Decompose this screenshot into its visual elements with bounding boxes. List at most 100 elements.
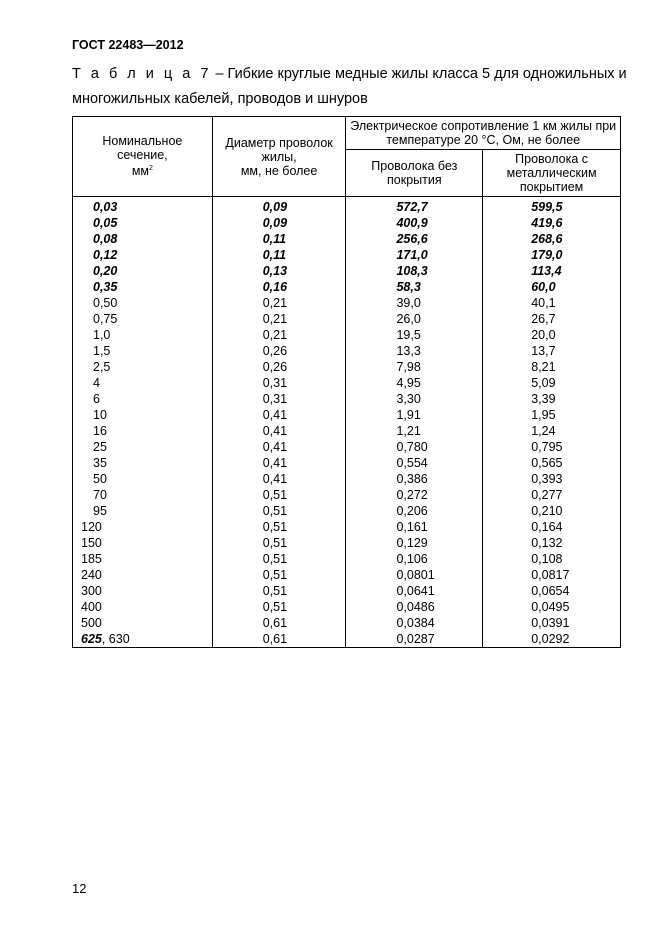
cell-resistance-coated: 0,393 xyxy=(482,471,621,487)
cell-diameter: 0,51 xyxy=(211,519,347,535)
cell-resistance-plain: 0,129 xyxy=(345,535,484,551)
cell-resistance-plain: 256,6 xyxy=(345,231,484,247)
cell-resistance-plain: 400,9 xyxy=(345,215,484,231)
standard-number: ГОСТ 22483—2012 xyxy=(72,38,184,52)
cell-section: 185 xyxy=(72,551,213,567)
cell-section: 35 xyxy=(72,455,213,471)
table-caption: Т а б л и ц а 7 – Гибкие круглые медные … xyxy=(72,62,632,112)
cell-diameter: 0,26 xyxy=(211,359,347,375)
cell-section: 300 xyxy=(72,583,213,599)
table-row: 240 0,51 0,0801 0,0817 xyxy=(72,567,621,583)
cell-resistance-coated: 26,7 xyxy=(482,311,621,327)
cell-resistance-plain: 26,0 xyxy=(345,311,484,327)
cell-resistance-coated: 0,164 xyxy=(482,519,621,535)
cell-resistance-coated: 113,4 xyxy=(482,263,621,279)
cell-section: 70 xyxy=(72,487,213,503)
cell-section: 150 xyxy=(72,535,213,551)
cell-resistance-coated: 0,210 xyxy=(482,503,621,519)
table-row: 4 0,31 4,95 5,09 xyxy=(72,375,621,391)
cell-section: 0,75 xyxy=(72,311,213,327)
header-resistance-group: Электрическое сопротивление 1 км жилы пр… xyxy=(345,116,621,150)
cell-resistance-coated: 20,0 xyxy=(482,327,621,343)
table-title: – Гибкие круглые медные жилы класса 5 дл… xyxy=(72,66,627,107)
cell-resistance-plain: 0,0641 xyxy=(345,583,484,599)
cell-section: 0,03 xyxy=(72,196,213,215)
cell-section: 400 xyxy=(72,599,213,615)
cell-resistance-coated: 268,6 xyxy=(482,231,621,247)
cell-resistance-plain: 13,3 xyxy=(345,343,484,359)
cell-diameter: 0,41 xyxy=(211,455,347,471)
cell-resistance-plain: 19,5 xyxy=(345,327,484,343)
table-row: 0,50 0,21 39,0 40,1 xyxy=(72,295,621,311)
cell-section: 4 xyxy=(72,375,213,391)
cell-resistance-coated: 599,5 xyxy=(482,196,621,215)
cell-resistance-plain: 0,0801 xyxy=(345,567,484,583)
table-row: 50 0,41 0,386 0,393 xyxy=(72,471,621,487)
cell-resistance-plain: 1,91 xyxy=(345,407,484,423)
cell-resistance-plain: 0,272 xyxy=(345,487,484,503)
cell-resistance-coated: 60,0 xyxy=(482,279,621,295)
table-row: 25 0,41 0,780 0,795 xyxy=(72,439,621,455)
table-row: 400 0,51 0,0486 0,0495 xyxy=(72,599,621,615)
cell-diameter: 0,31 xyxy=(211,375,347,391)
cell-resistance-plain: 0,780 xyxy=(345,439,484,455)
header-plain-wire: Проволока без покрытия xyxy=(345,149,484,197)
cell-section: 625, 630 xyxy=(72,631,213,648)
cell-section: 25 xyxy=(72,439,213,455)
cell-resistance-coated: 0,0391 xyxy=(482,615,621,631)
table-row: 0,12 0,11 171,0 179,0 xyxy=(72,247,621,263)
cell-resistance-coated: 0,0292 xyxy=(482,631,621,648)
table-label: Т а б л и ц а 7 xyxy=(72,66,212,82)
cell-section: 1,0 xyxy=(72,327,213,343)
cell-diameter: 0,41 xyxy=(211,439,347,455)
cell-resistance-plain: 39,0 xyxy=(345,295,484,311)
cell-diameter: 0,51 xyxy=(211,583,347,599)
cell-diameter: 0,21 xyxy=(211,295,347,311)
table-row: 1,5 0,26 13,3 13,7 xyxy=(72,343,621,359)
cell-diameter: 0,41 xyxy=(211,423,347,439)
cell-resistance-plain: 0,386 xyxy=(345,471,484,487)
cell-resistance-coated: 0,0817 xyxy=(482,567,621,583)
table-row: 300 0,51 0,0641 0,0654 xyxy=(72,583,621,599)
cell-section: 16 xyxy=(72,423,213,439)
cell-diameter: 0,61 xyxy=(211,615,347,631)
cable-table: Номинальное сечение, мм2 Диаметр проволок… xyxy=(72,116,621,648)
header-wire-diameter: Диаметр проволок жилы, мм, не более xyxy=(211,116,347,197)
cell-diameter: 0,09 xyxy=(211,196,347,215)
cell-diameter: 0,31 xyxy=(211,391,347,407)
cell-resistance-plain: 0,0384 xyxy=(345,615,484,631)
cell-section: 120 xyxy=(72,519,213,535)
cell-resistance-coated: 0,108 xyxy=(482,551,621,567)
cell-resistance-coated: 0,0654 xyxy=(482,583,621,599)
cell-diameter: 0,51 xyxy=(211,503,347,519)
cell-resistance-plain: 0,106 xyxy=(345,551,484,567)
cell-resistance-plain: 0,554 xyxy=(345,455,484,471)
cell-resistance-coated: 0,277 xyxy=(482,487,621,503)
cell-diameter: 0,16 xyxy=(211,279,347,295)
cell-resistance-plain: 1,21 xyxy=(345,423,484,439)
table-row: 150 0,51 0,129 0,132 xyxy=(72,535,621,551)
cell-diameter: 0,51 xyxy=(211,535,347,551)
cell-section: 240 xyxy=(72,567,213,583)
cell-resistance-plain: 3,30 xyxy=(345,391,484,407)
cell-resistance-plain: 0,206 xyxy=(345,503,484,519)
cell-resistance-plain: 0,0287 xyxy=(345,631,484,648)
cell-resistance-coated: 5,09 xyxy=(482,375,621,391)
cell-resistance-plain: 572,7 xyxy=(345,196,484,215)
table-row: 0,35 0,16 58,3 60,0 xyxy=(72,279,621,295)
cell-resistance-coated: 1,95 xyxy=(482,407,621,423)
cell-diameter: 0,26 xyxy=(211,343,347,359)
cell-section: 0,35 xyxy=(72,279,213,295)
table-row: 625, 630 0,61 0,0287 0,0292 xyxy=(72,631,621,648)
header-nominal-section: Номинальное сечение, мм2 xyxy=(72,116,213,197)
cell-resistance-coated: 13,7 xyxy=(482,343,621,359)
table-row: 10 0,41 1,91 1,95 xyxy=(72,407,621,423)
table-row: 0,08 0,11 256,6 268,6 xyxy=(72,231,621,247)
table-row: 95 0,51 0,206 0,210 xyxy=(72,503,621,519)
table-row: 0,20 0,13 108,3 113,4 xyxy=(72,263,621,279)
cell-section: 0,20 xyxy=(72,263,213,279)
header-coated-wire: Проволока с металлическим покрытием xyxy=(482,149,621,197)
cell-resistance-plain: 58,3 xyxy=(345,279,484,295)
cell-section: 50 xyxy=(72,471,213,487)
cell-diameter: 0,41 xyxy=(211,407,347,423)
